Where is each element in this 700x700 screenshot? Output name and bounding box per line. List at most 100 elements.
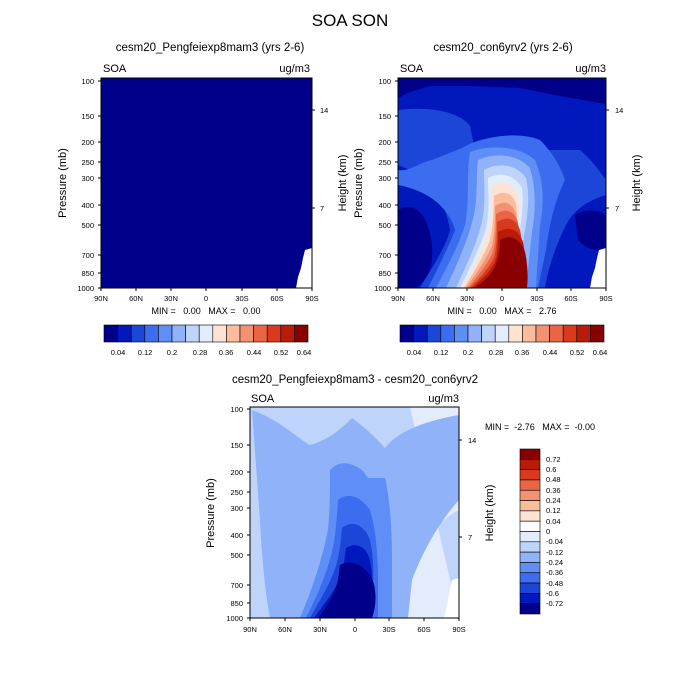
panel-1-xtick-label: 60N	[129, 294, 143, 303]
figure-title: SOA SON	[311, 11, 389, 30]
colorbar-swatch	[519, 593, 541, 604]
colorbar-swatch	[519, 459, 541, 470]
panel-2-xtick-label: 90S	[599, 294, 612, 303]
panel-3-ytick-label: 200	[230, 468, 243, 477]
panel-3-y2tick-label: 7	[468, 533, 472, 542]
panel-3-units: ug/m3	[428, 393, 459, 405]
colorbar-swatch	[519, 479, 541, 491]
panel-1-xtick-label: 30N	[164, 294, 178, 303]
panel-3-ytick-label: 1000	[226, 614, 243, 623]
panel-3-ytick-label: 500	[230, 551, 243, 560]
colorbar-swatch	[294, 324, 309, 343]
panel-3-x-ticks	[249, 618, 460, 621]
panel-3-variable: SOA	[251, 393, 275, 405]
panel-3-colorbar-label: -0.24	[546, 558, 563, 567]
panel-2-ytick-label: 250	[378, 158, 391, 167]
panel-1-ytick-label: 150	[81, 112, 94, 121]
panel-1-units: ug/m3	[279, 63, 310, 75]
panel-2-ytick-label: 400	[378, 201, 391, 210]
panel-3-xtick-label: 90N	[243, 625, 257, 634]
panel-2-y2tick-label: 14	[615, 106, 623, 115]
panel-1-colorbar-label: 0.04	[111, 348, 126, 357]
panel-1-ytick-label: 300	[81, 174, 94, 183]
panel-1-ylabel: Pressure (mb)	[57, 148, 69, 218]
panel-1-min-max: MIN = 0.00 MAX = 0.00	[151, 306, 260, 316]
panel-3-xtick-label: 60S	[417, 625, 430, 634]
panel-2-colorbar-label: 0.28	[489, 348, 504, 357]
panel-1-y2tick-label: 7	[320, 204, 324, 213]
panel-2-ytick-label: 850	[378, 269, 391, 278]
panel-2-ylabel: Pressure (mb)	[353, 148, 365, 218]
panel-1-plot-area	[101, 78, 312, 288]
colorbar-swatch	[519, 531, 541, 543]
panel-1-xtick-label: 0	[204, 294, 208, 303]
panel-1-ytick-label: 100	[81, 77, 94, 86]
panel-3-contours	[250, 407, 459, 618]
panel-3-colorbar-label: 0.72	[546, 455, 561, 464]
panel-1-missing-data-corner	[296, 248, 312, 288]
panel-3-xtick-label: 60N	[278, 625, 292, 634]
panel-1-ytick-label: 500	[81, 221, 94, 230]
panel-1-colorbar-label: 0.36	[219, 348, 234, 357]
panel-2-xtick-label: 60N	[426, 294, 440, 303]
panel-2-units: ug/m3	[575, 63, 606, 75]
panel-3-title: cesm20_Pengfeiexp8mam3 - cesm20_con6yrv2	[231, 374, 479, 386]
panel-3-ytick-label: 250	[230, 488, 243, 497]
panel-1-y2tick-label: 14	[320, 106, 328, 115]
panel-1-colorbar-label: 0.52	[274, 348, 289, 357]
panel-2-colorbar-label: 0.12	[434, 348, 449, 357]
panel-2-y2label: Height (km)	[631, 155, 643, 212]
panel-3-colorbar-label: 0.48	[546, 475, 561, 484]
panel-1-y2label: Height (km)	[337, 155, 349, 212]
panel-2-ytick-label: 700	[378, 251, 391, 260]
colorbar-swatch	[519, 510, 541, 522]
panel-1-xtick-label: 90S	[305, 294, 318, 303]
panel-2-y-ticks	[395, 80, 398, 289]
panel-1-variable: SOA	[103, 63, 127, 75]
panel-1-y2-ticks	[312, 109, 315, 209]
colorbar-swatch	[519, 562, 541, 574]
panel-1-ytick-label: 200	[81, 138, 94, 147]
colorbar-swatch	[519, 582, 541, 594]
colorbar-swatch	[590, 324, 605, 343]
panel-2-contours	[398, 78, 606, 288]
panel-3-ytick-label: 400	[230, 531, 243, 540]
panel-1-colorbar-label: 0.44	[247, 348, 262, 357]
colorbar-swatch	[519, 572, 541, 584]
panel-1-y-ticks	[98, 80, 101, 289]
panel-3-colorbar-label: 0.6	[546, 465, 556, 474]
colorbar-swatch	[519, 500, 541, 512]
panel-3-xtick-label: 90S	[452, 625, 465, 634]
panel-1-ytick-label: 250	[81, 158, 94, 167]
panel-3-ytick-label: 300	[230, 504, 243, 513]
panel-1-ytick-label: 700	[81, 251, 94, 260]
panel-2-ytick-label: 100	[378, 77, 391, 86]
panel-2-colorbar-label: 0.36	[515, 348, 530, 357]
panel-3-colorbar-label: 0.36	[546, 486, 561, 495]
panel-3-min-max: MIN = -2.76 MAX = -0.00	[485, 422, 595, 432]
panel-2-colorbar-label: 0.64	[593, 348, 608, 357]
panel-3-colorbar-label: -0.72	[546, 599, 563, 608]
panel-3-ytick-label: 850	[230, 599, 243, 608]
colorbar-swatch	[519, 469, 541, 481]
panel-2-colorbar-label: 0.44	[543, 348, 558, 357]
panel-1-colorbar	[103, 324, 309, 343]
panel-1-colorbar-label: 0.2	[167, 348, 177, 357]
panel-3-xtick-label: 30S	[382, 625, 395, 634]
panel-1-ytick-label: 1000	[77, 284, 94, 293]
panel-2-xtick-label: 90N	[391, 294, 405, 303]
panel-3-xtick-label: 30N	[313, 625, 327, 634]
panel-3-y2-ticks	[459, 439, 462, 538]
colorbar-swatch	[519, 603, 541, 615]
panel-3-ytick-label: 150	[230, 441, 243, 450]
panel-2-xtick-label: 0	[500, 294, 504, 303]
panel-2-xtick-label: 30S	[530, 294, 543, 303]
panel-3-ytick-label: 700	[230, 581, 243, 590]
panel-2-ytick-label: 1000	[374, 284, 391, 293]
colorbar-swatch	[519, 448, 541, 460]
panel-2-min-max: MIN = 0.00 MAX = 2.76	[447, 306, 556, 316]
panel-3-colorbar-label: 0	[546, 527, 550, 536]
panel-2-colorbar-label: 0.2	[463, 348, 473, 357]
panel-2-y2-ticks	[606, 109, 609, 209]
